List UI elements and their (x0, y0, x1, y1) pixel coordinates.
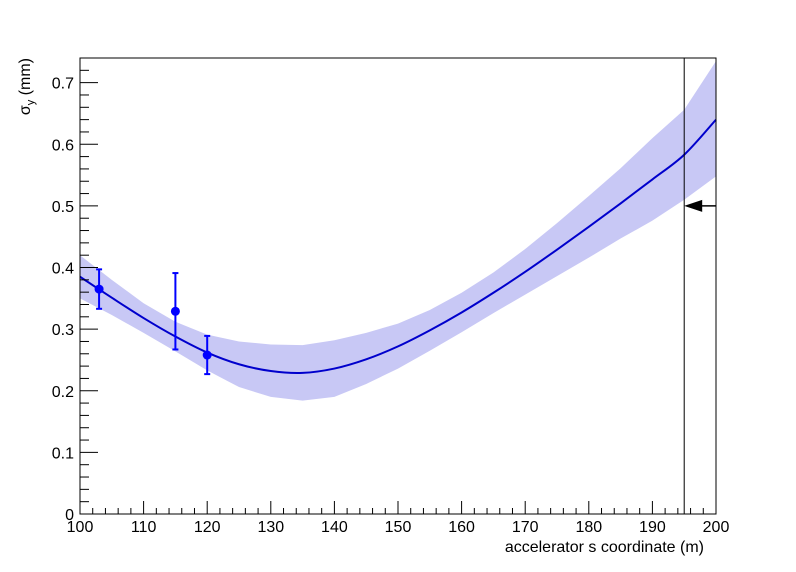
data-points-layer (94, 268, 212, 376)
y-tick-label: 0.7 (52, 76, 74, 93)
y-tick-label: 0.4 (52, 261, 74, 278)
y-tick-label: 0.2 (52, 384, 74, 401)
y-tick-label: 0 (65, 507, 74, 524)
x-tick-label: 180 (575, 519, 602, 536)
x-axis-title: accelerator s coordinate (m) (505, 539, 704, 556)
x-tick-label: 100 (67, 519, 94, 536)
y-axis-ticks: 0 0.1 0.2 0.3 0.4 0.5 0.6 0.7 (52, 57, 98, 524)
x-tick-label: 190 (639, 519, 666, 536)
x-tick-label: 130 (257, 519, 284, 536)
y-axis-title: σy (mm) (17, 58, 37, 115)
data-point-marker (202, 350, 212, 360)
data-point-3 (202, 334, 212, 376)
x-tick-label: 160 (448, 519, 475, 536)
marker-layer (683, 58, 716, 514)
y-tick-label: 0.6 (52, 137, 74, 154)
y-tick-label: 0.1 (52, 445, 74, 462)
y-axis-unit: (mm) (17, 58, 34, 100)
x-tick-label: 170 (512, 519, 539, 536)
arrow-head (684, 199, 703, 212)
data-point-marker (170, 306, 180, 316)
y-tick-label: 0.3 (52, 322, 74, 339)
x-tick-label: 140 (321, 519, 348, 536)
y-axis-symbol: σ (17, 105, 34, 115)
x-tick-label: 150 (385, 519, 412, 536)
y-axis-subscript: y (25, 99, 37, 105)
x-tick-label: 120 (194, 519, 221, 536)
x-tick-label: 110 (131, 519, 157, 536)
uncertainty-band-layer (80, 61, 716, 401)
x-axis-ticks: 100 110 120 130 140 150 160 170 180 190 200 (67, 501, 730, 536)
data-point-2 (170, 272, 180, 351)
uncertainty-band (80, 61, 716, 401)
fit-curve (79, 118, 717, 374)
data-point-1 (94, 268, 104, 310)
fit-curve-layer (79, 118, 717, 374)
x-tick-label: 200 (703, 519, 730, 536)
y-tick-label: 0.5 (52, 199, 74, 216)
data-point-marker (94, 284, 104, 294)
